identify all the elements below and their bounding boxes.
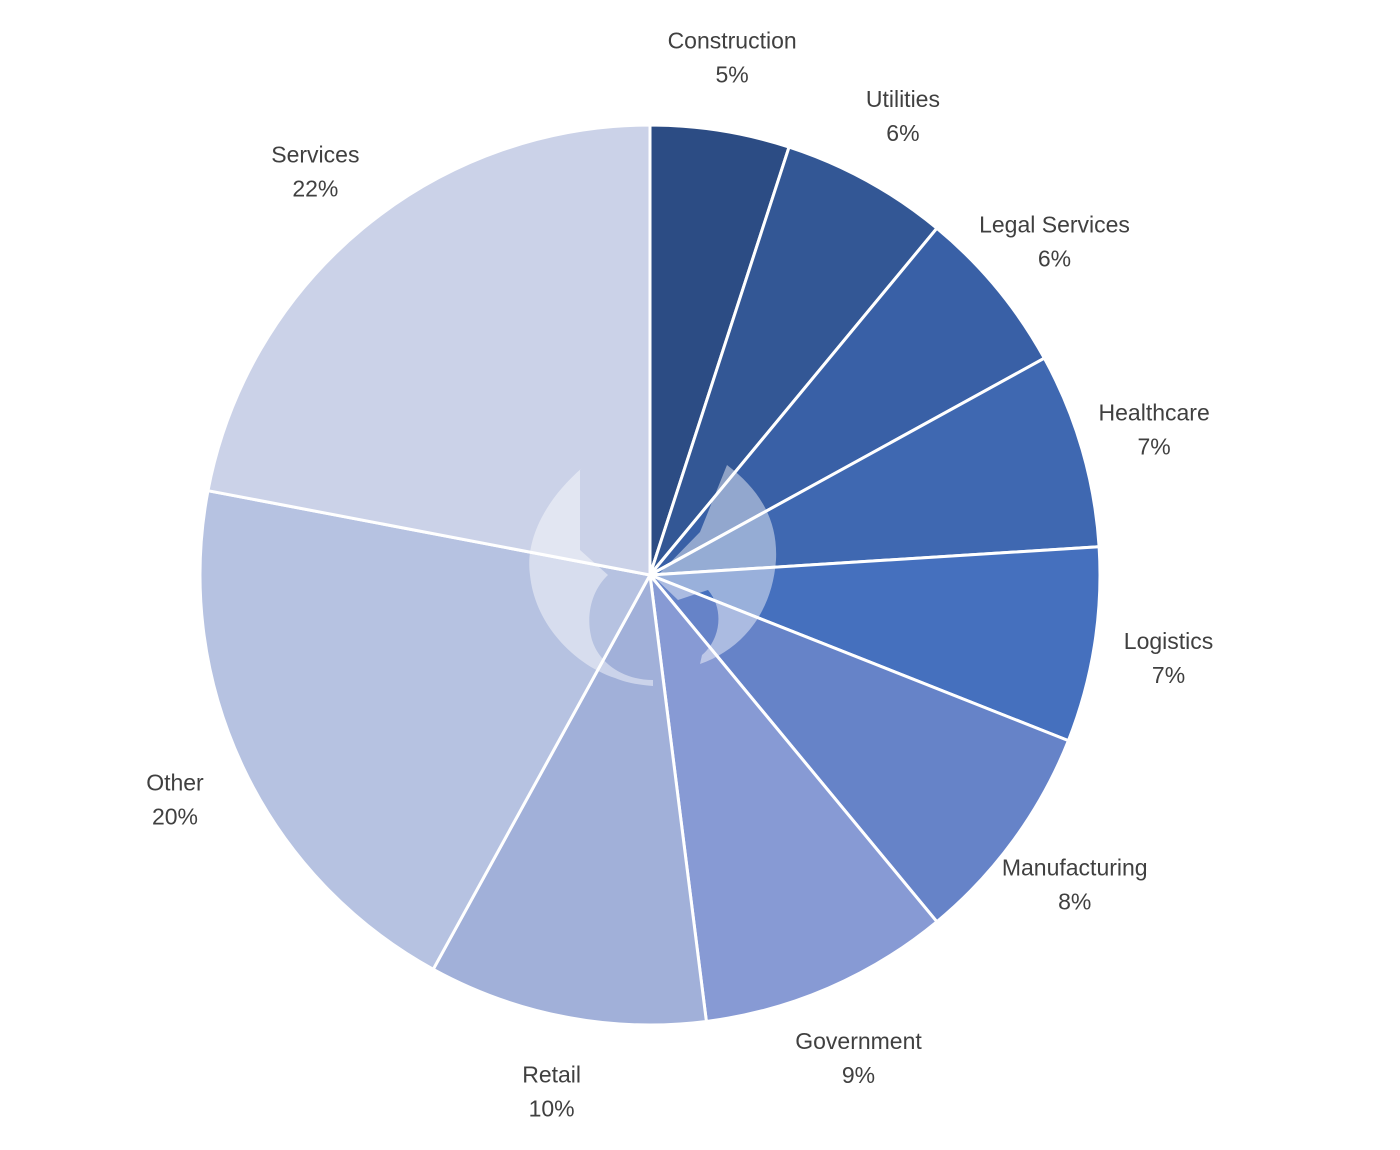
- data-label-retail: Retail 10%: [522, 1062, 581, 1122]
- data-label-government: Government 9%: [795, 1028, 922, 1088]
- data-label-utilities: Utilities 6%: [866, 86, 940, 146]
- slice-category-label: Legal Services: [979, 211, 1130, 237]
- slice-category-label: Logistics: [1124, 628, 1213, 654]
- pie-slice-other: [198, 488, 653, 972]
- pie-slice-logistics: [649, 545, 1102, 743]
- slice-category-label: Utilities: [866, 86, 940, 112]
- slice-category-label: Construction: [668, 27, 797, 53]
- slice-percent-label: 5%: [716, 61, 749, 87]
- pie-slice-utilities: [648, 145, 939, 576]
- pie-slice-government: [647, 570, 939, 1024]
- pie-slices: [198, 123, 1102, 1027]
- pie-slice-healthcare: [649, 356, 1101, 577]
- data-label-healthcare: Healthcare 7%: [1099, 400, 1210, 460]
- data-label-services: Services 22%: [271, 141, 359, 201]
- slice-percent-label: 20%: [152, 804, 198, 830]
- data-label-construction: Construction 5%: [668, 27, 797, 87]
- slice-category-label: Manufacturing: [1002, 855, 1148, 881]
- data-label-manufacturing: Manufacturing 8%: [1002, 855, 1148, 915]
- slice-percent-label: 8%: [1058, 889, 1091, 915]
- slice-category-label: Services: [271, 141, 359, 167]
- slice-percent-label: 6%: [886, 120, 919, 146]
- slice-category-label: Retail: [522, 1062, 581, 1088]
- data-label-legal-services: Legal Services 6%: [979, 211, 1130, 271]
- slice-percent-label: 9%: [842, 1062, 875, 1088]
- data-label-other: Other 20%: [146, 770, 204, 830]
- slice-category-label: Government: [795, 1028, 922, 1054]
- pie-slice-retail: [431, 570, 709, 1027]
- slice-percent-label: 7%: [1138, 434, 1171, 460]
- pie-slice-manufacturing: [648, 573, 1071, 924]
- pie-slice-legal-services: [648, 226, 1047, 577]
- pie-slice-services: [206, 123, 652, 577]
- slice-percent-label: 7%: [1152, 662, 1185, 688]
- slice-category-label: Healthcare: [1099, 400, 1210, 426]
- slice-labels: Construction 5% Utilities 6% Legal Services 6…: [146, 27, 1213, 1121]
- slice-category-label: Other: [146, 770, 204, 796]
- data-label-logistics: Logistics 7%: [1124, 628, 1213, 688]
- slice-percent-label: 10%: [529, 1096, 575, 1122]
- slice-percent-label: 22%: [292, 175, 338, 201]
- slice-percent-label: 6%: [1038, 245, 1071, 271]
